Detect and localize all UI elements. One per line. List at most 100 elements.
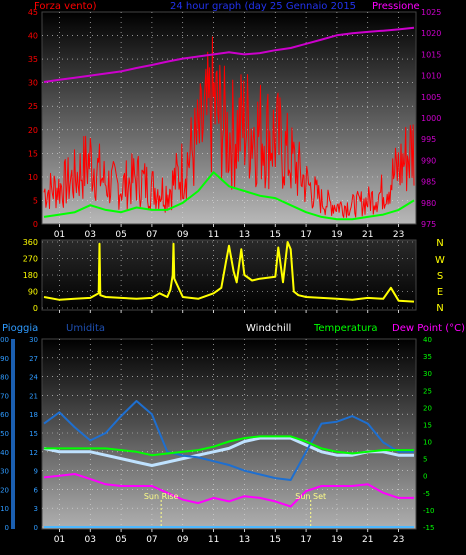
temperature-panel-grid: [42, 339, 416, 529]
wind-axis-title: Forza vento): [34, 1, 97, 12]
x-tick-label: 15: [270, 535, 281, 545]
legend-dew-point: Dew Point (°C): [392, 323, 465, 334]
compass-label: S: [437, 271, 443, 282]
x-tick-label: 13: [239, 230, 250, 240]
pressure-ytick-label: 975: [421, 220, 436, 229]
temperature-ytick-label: -10: [423, 507, 434, 515]
rain-ytick-label: 9: [34, 468, 38, 476]
wind-panel: [42, 12, 416, 224]
direction-series-group: [43, 241, 415, 303]
x-tick-label: 01: [54, 535, 65, 545]
humidity-ytick-label: 20: [0, 486, 9, 494]
wind-ytick-label: 45: [28, 8, 38, 17]
x-tick-label: 15: [270, 230, 281, 240]
x-tick-label: 19: [331, 535, 343, 545]
x-tick-label: 23: [393, 230, 404, 240]
pressure-ytick-label: 1015: [421, 50, 441, 59]
x-tick-label: 13: [239, 535, 250, 545]
temperature-series-group: Sun Rise Sun Set: [43, 400, 414, 528]
humidity-ytick-label: 70: [0, 392, 9, 400]
humidity-ytick-label: 10: [0, 505, 9, 513]
rain-ytick-label: 18: [29, 411, 38, 419]
humidity-ytick-label: 60: [0, 411, 9, 419]
x-tick-label: 21: [362, 535, 373, 545]
pressure-ytick-label: 1000: [421, 114, 441, 123]
temperature-ytick-label: 15: [423, 421, 432, 429]
direction-panel: [42, 240, 416, 310]
wind-ytick-label: 5: [33, 196, 38, 205]
wind-ytick-label: 35: [28, 55, 38, 64]
direction-ytick-label: 270: [23, 255, 38, 264]
pressure-ytick-label: 1010: [421, 72, 441, 81]
x-tick-label: 07: [146, 230, 157, 240]
humidity-ytick-label: 100: [0, 336, 9, 344]
legend-umidita: Umidita: [66, 323, 105, 334]
compass-label: E: [437, 287, 443, 298]
x-tick-label: 01: [54, 230, 65, 240]
x-tick-label: 09: [177, 535, 189, 545]
wind-ytick-label: 30: [28, 79, 38, 88]
x-tick-label: 17: [300, 535, 311, 545]
pressure-ytick-label: 980: [421, 199, 436, 208]
humidity-ytick-label: 90: [0, 355, 9, 363]
wind-ytick-label: 0: [33, 220, 38, 229]
compass-label: N: [436, 303, 443, 314]
direction-ytick-label: 180: [23, 271, 38, 280]
x-tick-label: 21: [362, 230, 373, 240]
temperature-line: [44, 435, 414, 457]
x-tick-label: 19: [331, 230, 343, 240]
x-tick-label: 23: [393, 535, 404, 545]
rain-ytick-label: 21: [29, 392, 38, 400]
temperature-ytick-label: 25: [423, 387, 432, 395]
temperature-ytick-label: 20: [423, 404, 432, 412]
chart-title: 24 hour graph (day 25 Gennaio 2015: [170, 1, 356, 12]
temperature-ytick-label: -5: [423, 490, 430, 498]
dewpoint-line: [43, 473, 414, 508]
direction-ytick-label: 90: [28, 288, 38, 297]
pressure-ytick-label: 990: [421, 156, 436, 165]
pressure-ytick-label: 1020: [421, 29, 441, 38]
wind-average-line: [43, 171, 415, 221]
legend-pioggia: Pioggia: [2, 323, 38, 334]
x-tick-label: 09: [177, 230, 189, 240]
pressure-line: [43, 26, 415, 83]
pressure-ytick-label: 1005: [421, 93, 441, 102]
rain-ytick-label: 30: [29, 336, 38, 344]
temperature-ytick-label: 0: [423, 473, 427, 481]
compass-label: N: [436, 238, 443, 249]
pressure-axis-title: Pressione: [372, 1, 420, 12]
direction-ytick-label: 0: [33, 304, 38, 313]
sun-marker-label: Sun Set: [295, 492, 326, 501]
pressure-ytick-label: 985: [421, 178, 436, 187]
x-tick-label: 11: [208, 230, 219, 240]
humidity-line: [43, 400, 414, 481]
pressure-ytick-label: 1025: [421, 8, 441, 17]
pressure-ytick-label: 995: [421, 135, 436, 144]
x-tick-label: 07: [146, 535, 157, 545]
rain-ytick-label: 15: [29, 430, 38, 438]
x-tick-label: 17: [300, 230, 311, 240]
wind-ytick-label: 20: [28, 126, 38, 135]
wind-direction-line: [43, 241, 415, 303]
compass-label: W: [435, 255, 445, 266]
direction-ytick-label: 360: [23, 238, 38, 247]
humidity-ytick-label: 30: [0, 468, 9, 476]
wind-ytick-label: 25: [28, 102, 38, 111]
wind-ytick-label: 40: [28, 32, 38, 41]
x-tick-label: 11: [208, 535, 219, 545]
axis-labels: 01 03 05 07 09 11 13 15 17 19 21 230510152025303540…: [0, 8, 445, 545]
x-tick-label: 05: [115, 535, 126, 545]
wind-panel-grid: [42, 12, 416, 224]
humidity-ytick-label: 0: [5, 524, 9, 532]
x-tick-label: 03: [85, 535, 96, 545]
rain-ytick-label: 12: [29, 449, 38, 457]
temperature-ytick-label: -15: [423, 524, 434, 532]
wind-ytick-label: 10: [28, 173, 38, 182]
wind-gust-line: [43, 36, 415, 218]
temperature-ytick-label: 40: [423, 336, 432, 344]
wind-ytick-label: 15: [28, 149, 38, 158]
rain-axis-bar: [11, 339, 15, 529]
x-tick-label: 03: [85, 230, 96, 240]
rain-ytick-label: 27: [29, 355, 38, 363]
